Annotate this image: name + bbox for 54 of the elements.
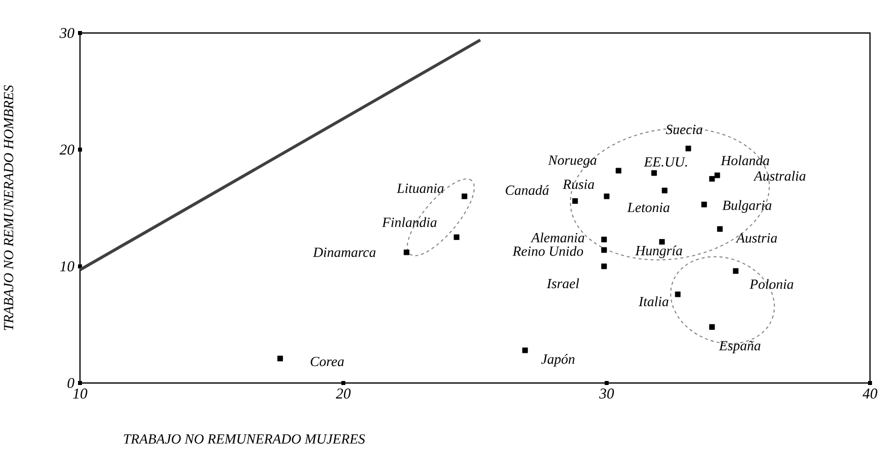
x-tick-label: 40 [862,388,878,399]
annotation: Italia [638,296,668,306]
x-tick-label: 30 [599,388,614,399]
annotation: Australia [753,170,806,181]
point [732,268,738,274]
annotation: Polonia [750,279,794,289]
annotation: Reino Unido [512,246,584,256]
annotation: Letonia [627,202,670,212]
point [601,264,607,270]
point [462,194,468,200]
point [522,348,528,354]
annotation: Hungría [635,246,682,258]
point [709,324,715,330]
y-tick-label: 30 [60,28,74,38]
annotation: Corea [310,356,344,366]
point [674,292,681,298]
point [701,202,707,208]
point [277,356,283,362]
point [616,168,622,174]
annotation: Noruega [548,156,596,168]
annotation: Bulgaria [722,200,772,213]
point [572,198,578,204]
point [709,176,715,182]
annotation: EE.UU. [644,157,687,167]
point [659,239,665,245]
y-tick-label: 20 [60,144,74,155]
point [601,236,607,242]
point [604,194,610,200]
point [601,247,607,253]
annotation: Lituania [396,184,444,194]
annotation: Japón [541,354,574,367]
annotation: Holanda [720,155,770,166]
point [686,146,692,152]
annotation: Israel [546,278,579,288]
annotation: Austria [736,233,777,243]
x-axis-title: TRABAJO NO REMUNERADO MUJERES [124,434,365,444]
point [454,234,460,240]
point [714,172,720,178]
annotation: España [718,340,760,354]
annotation: Suecia [666,124,702,134]
point [404,250,410,256]
y-tick-label: 10 [60,261,74,272]
point [717,226,723,232]
annotation: Finlandia [382,217,437,228]
point [651,170,657,176]
annotation: Rusia [562,180,594,190]
point [662,188,668,194]
annotation: Alemania [530,232,584,242]
annotation: Dinamarca [312,248,376,258]
annotation: Canadá [506,185,549,195]
x-tick-label: 10 [73,388,88,399]
y-tick-label: 0 [68,378,74,388]
y-axis-title: TRABAJO NO REMUNERADO HOMBRES [4,85,14,330]
x-tick-label: 20 [336,388,351,399]
